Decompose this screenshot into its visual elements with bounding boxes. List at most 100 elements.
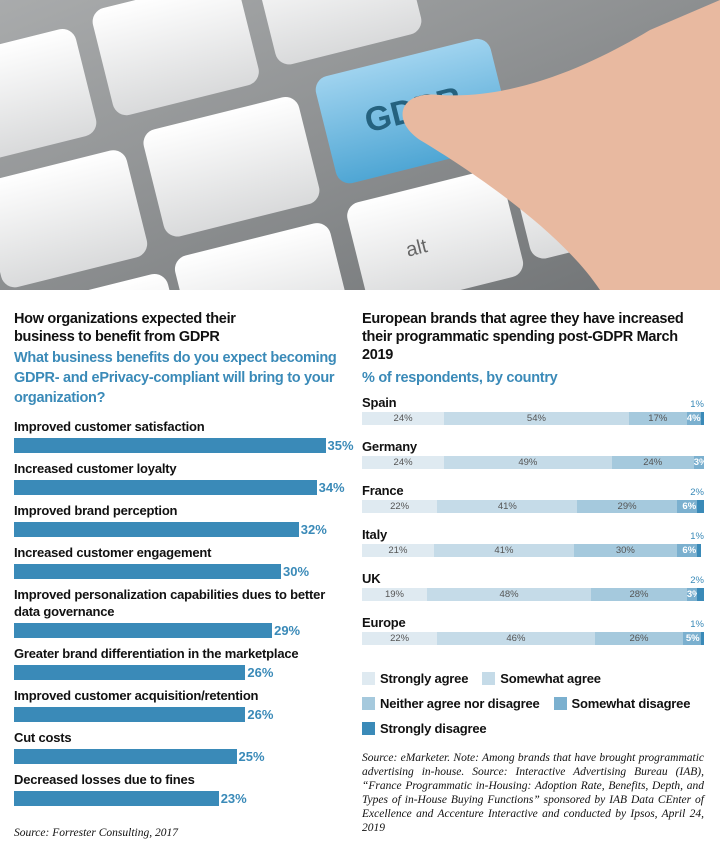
bar-segment: 41% <box>433 544 575 557</box>
category-label: Spain <box>362 395 397 410</box>
value-label: 26% <box>247 664 274 680</box>
chart-title: European brands that agree they have inc… <box>362 311 684 363</box>
bar <box>14 790 219 806</box>
bar <box>14 748 237 764</box>
legend-item: Somewhat disagree <box>553 695 690 712</box>
bar-line: 26% <box>14 706 354 722</box>
bar-line: 35% <box>14 437 354 453</box>
bar-row: France 22% 41% 29% 6% 2% <box>362 482 704 526</box>
category-label: Europe <box>362 615 406 630</box>
value-label: 54% <box>526 413 546 424</box>
bar-segment: 28% <box>591 588 687 601</box>
category-label: Improved customer acquisition/retention <box>14 688 259 703</box>
bar-segment: 24% <box>362 412 445 425</box>
stack: 22% 41% 29% 6% 2% <box>362 487 704 513</box>
legend-swatch <box>362 722 375 735</box>
legend-item: Strongly disagree <box>362 720 487 737</box>
value-label: 29% <box>617 501 637 512</box>
bar-segment: 46% <box>437 632 595 645</box>
bar <box>14 563 281 579</box>
category-label: Germany <box>362 439 417 454</box>
bar-segment: 6% <box>676 500 698 513</box>
value-label: 19% <box>384 589 404 600</box>
bar <box>14 706 246 722</box>
legend-item: Neither agree nor disagree <box>362 695 540 712</box>
bar-row: Increased customer engagement 30% <box>14 544 354 579</box>
bar-segment: 29% <box>577 500 677 513</box>
legend-swatch <box>553 697 567 710</box>
value-label: 6% <box>682 545 697 556</box>
bar-row: Improved customer acquisition/retention 2… <box>14 687 354 722</box>
value-label: 3% <box>693 457 708 468</box>
bar <box>14 664 246 680</box>
legend-swatch <box>482 672 496 685</box>
stack: 22% 46% 26% 5% 1% <box>362 619 704 645</box>
chart-subtitle: % of respondents, by country <box>362 370 558 386</box>
photo: GDPR alt ctrl <box>0 0 720 290</box>
bar-segment <box>697 544 701 557</box>
bar-segment: 49% <box>444 456 612 469</box>
category-label: Improved customer satisfaction <box>14 419 205 434</box>
bar <box>14 521 299 537</box>
stack: 24% 49% 24% 3% <box>362 456 707 469</box>
bar-segment: 22% <box>362 500 438 513</box>
value-label: 24% <box>393 413 413 424</box>
bar-row: Greater brand differentiation in the mar… <box>14 645 354 680</box>
legend-label: Somewhat agree <box>500 671 601 686</box>
chart-title: How organizations expected their busines… <box>14 311 236 345</box>
bars: Improved customer satisfaction 35% Increas… <box>14 418 354 806</box>
legend: Strongly agree Somewhat agree Neither agre… <box>362 670 702 737</box>
value-label: 41% <box>497 501 517 512</box>
bar-segment: 24% <box>362 456 445 469</box>
category-label: France <box>362 483 404 498</box>
bar-line: 34% <box>14 479 354 495</box>
value-label: 49% <box>518 457 538 468</box>
value-label: 17% <box>648 413 668 424</box>
bar <box>14 479 317 495</box>
legend-label: Strongly disagree <box>380 721 487 736</box>
value-label: 29% <box>274 622 301 638</box>
value-label: 1% <box>690 531 704 542</box>
stack: 21% 41% 30% 6% 1% <box>362 531 704 557</box>
legend-label: Neither agree nor disagree <box>380 696 540 711</box>
bar-row: Europe 22% 46% 26% 5% 1% <box>362 614 704 658</box>
source: Source: eMarketer. Note: Among brands th… <box>362 752 704 834</box>
bar-segment: 21% <box>362 544 434 557</box>
value-label: 1% <box>690 619 704 630</box>
value-label: 5% <box>685 633 700 644</box>
bar <box>14 437 326 453</box>
bar-line: 29% <box>14 622 354 638</box>
value-label: 41% <box>494 545 514 556</box>
legend-swatch <box>362 697 375 710</box>
legend-swatch <box>362 672 375 685</box>
left-chart: How organizations expected their busines… <box>14 310 354 813</box>
category-label: Increased customer engagement <box>14 545 212 560</box>
bar-segment: 6% <box>676 544 698 557</box>
legend-item: Strongly agree <box>362 670 468 687</box>
bar-row: Improved personalization capabilities du… <box>14 586 354 638</box>
value-label: 6% <box>682 501 697 512</box>
bar-line: 32% <box>14 521 354 537</box>
value-label: 23% <box>220 790 247 806</box>
bar-segment: 19% <box>362 588 427 601</box>
category-label: Italy <box>362 527 388 542</box>
bar-segment: 3% <box>693 456 707 469</box>
value-label: 25% <box>238 748 265 764</box>
value-label: 2% <box>690 487 704 498</box>
value-label: 30% <box>283 563 310 579</box>
value-label: 4% <box>686 413 701 424</box>
value-label: 26% <box>629 633 649 644</box>
bar-segment: 24% <box>611 456 694 469</box>
value-label: 46% <box>506 633 526 644</box>
source: Source: Forrester Consulting, 2017 <box>14 827 178 839</box>
value-label: 30% <box>615 545 635 556</box>
legend-item: Somewhat agree <box>482 670 601 687</box>
category-label: Increased customer loyalty <box>14 461 177 476</box>
bar-row: Italy 21% 41% 30% 6% 1% <box>362 526 704 570</box>
value-label: 21% <box>388 545 408 556</box>
bar-line: 26% <box>14 664 354 680</box>
bar-segment: 26% <box>594 632 684 645</box>
category-label: Cut costs <box>14 730 72 745</box>
category-label: Greater brand differentiation in the mar… <box>14 646 299 661</box>
right-chart: European brands that agree they have inc… <box>362 310 707 835</box>
